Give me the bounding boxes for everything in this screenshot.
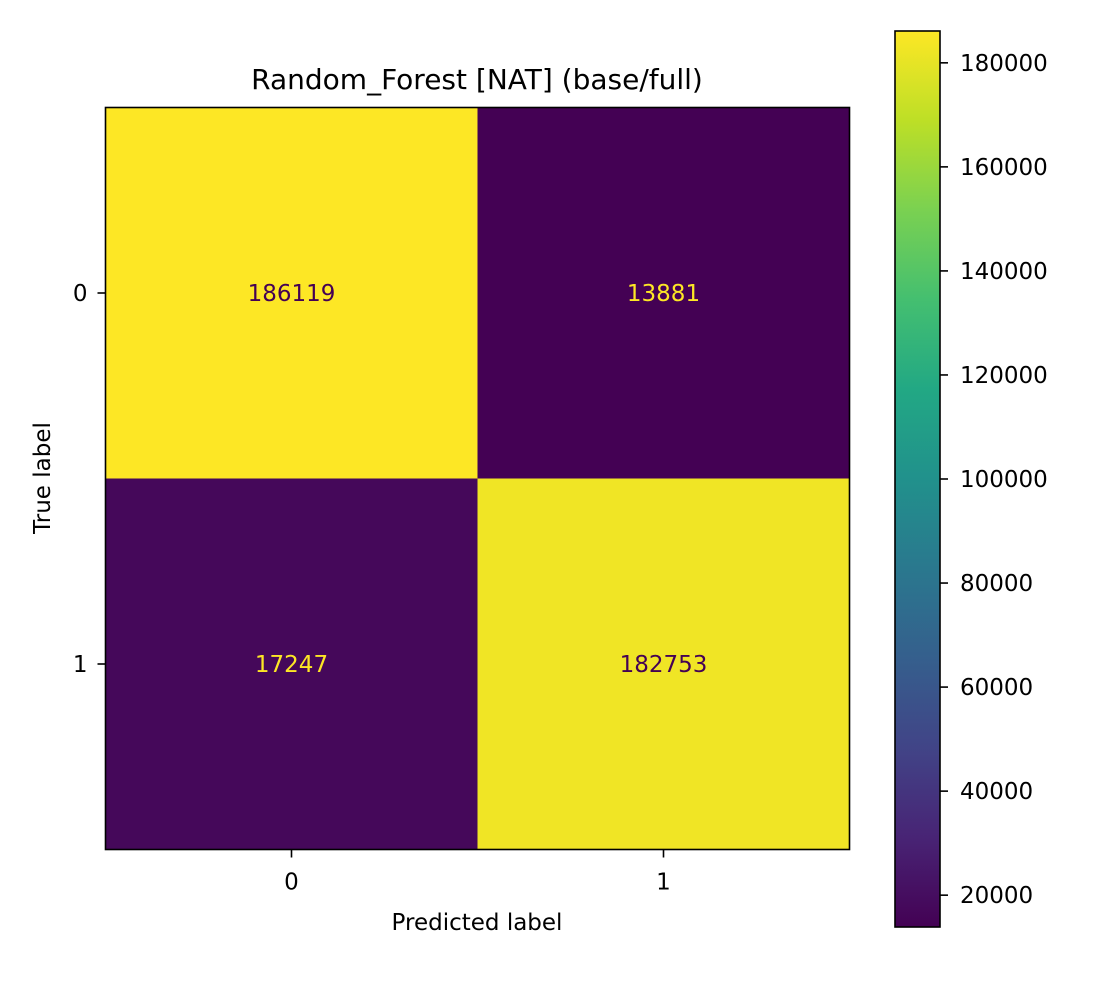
chart-title: Random_Forest [NAT] (base/full) <box>251 63 703 96</box>
x-tick-label: 1 <box>656 870 671 896</box>
colorbar-tick-label: 60000 <box>960 675 1033 701</box>
matrix-cell <box>105 478 478 850</box>
colorbar-tick-label: 80000 <box>960 571 1033 597</box>
x-axis-label: Predicted label <box>392 910 563 936</box>
x-tick-label: 0 <box>284 870 299 896</box>
cell-value-label: 17247 <box>255 652 328 678</box>
cell-value-label: 186119 <box>248 281 336 307</box>
y-axis-ticks: 01 <box>73 281 106 678</box>
cell-value-label: 182753 <box>620 652 708 678</box>
matrix-frame <box>104 106 851 851</box>
y-tick-label: 0 <box>73 281 88 307</box>
colorbar-tick-label: 180000 <box>960 51 1048 77</box>
y-axis-label: True label <box>30 422 56 535</box>
matrix-cells: 186119 13881 17247 182753 <box>105 107 850 850</box>
cell-value-label: 13881 <box>627 281 700 307</box>
colorbar-tick-label: 100000 <box>960 467 1048 493</box>
colorbar-gradient <box>895 31 940 927</box>
colorbar-ticks: 20000 40000 60000 80000 100000 120000 140000 16… <box>940 51 1048 909</box>
colorbar-tick-label: 140000 <box>960 259 1048 285</box>
matrix-cell <box>477 478 850 850</box>
matrix-cell <box>477 107 850 479</box>
colorbar-tick-label: 160000 <box>960 155 1048 181</box>
y-tick-label: 1 <box>73 652 88 678</box>
colorbar-tick-label: 120000 <box>960 363 1048 389</box>
colorbar-tick-label: 20000 <box>960 883 1033 909</box>
colorbar-tick-label: 40000 <box>960 779 1033 805</box>
matrix-cell <box>105 107 478 479</box>
